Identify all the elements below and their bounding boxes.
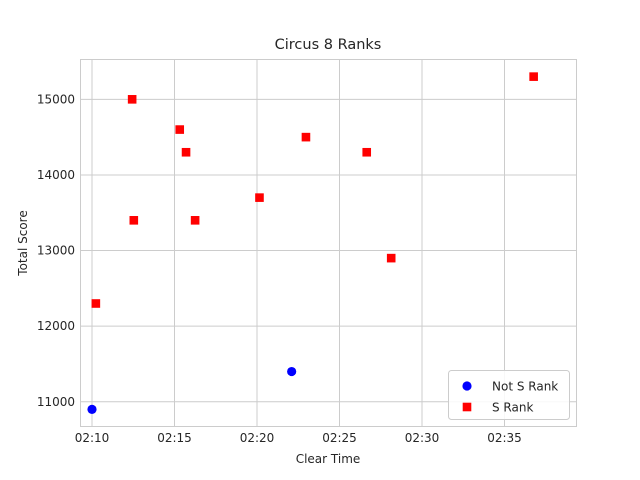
y-tick-label: 11000 xyxy=(37,395,75,409)
data-point-square xyxy=(181,147,191,157)
legend-marker-square xyxy=(462,402,472,412)
data-point-square xyxy=(255,193,264,202)
x-tick-label: 02:15 xyxy=(157,431,192,445)
x-tick-label: 02:35 xyxy=(487,431,522,445)
legend-marker-circle xyxy=(462,381,472,391)
data-point-circle xyxy=(287,366,297,377)
y-tick-label: 12000 xyxy=(37,319,75,333)
x-axis-label: Clear Time xyxy=(296,452,361,466)
x-tick-label: 02:10 xyxy=(75,431,110,445)
data-point-square xyxy=(175,125,185,134)
data-point-square xyxy=(529,72,538,81)
plot-area-frame xyxy=(80,59,577,427)
chart-title: Circus 8 Ranks xyxy=(275,37,382,53)
y-axis-label: Total Score xyxy=(16,210,30,276)
legend-label: Not S Rank xyxy=(492,380,558,394)
data-point-square xyxy=(129,216,139,225)
y-axis-ticks: 11000 12000 13000 14000 15000 xyxy=(37,92,75,408)
data-points xyxy=(87,72,538,414)
x-tick-label: 02:20 xyxy=(240,431,275,445)
data-point-square xyxy=(362,147,372,157)
legend: Not S Rank S Rank xyxy=(448,370,570,420)
y-tick-label: 15000 xyxy=(37,92,75,106)
data-point-square xyxy=(301,132,311,142)
data-point-square xyxy=(386,253,396,263)
legend-label: S Rank xyxy=(492,401,533,415)
data-point-circle xyxy=(87,404,97,414)
y-tick-label: 14000 xyxy=(37,168,75,182)
x-axis-ticks: 02:10 02:15 02:20 02:25 02:30 02:35 xyxy=(75,431,522,445)
x-tick-label: 02:25 xyxy=(322,431,357,445)
legend-box xyxy=(448,370,570,420)
data-point-square xyxy=(190,216,200,225)
data-point-square xyxy=(91,299,101,308)
data-point-square xyxy=(127,95,137,104)
legend-entries: Not S Rank S Rank xyxy=(462,380,558,415)
y-tick-label: 13000 xyxy=(37,244,75,258)
x-tick-label: 02:30 xyxy=(405,431,440,445)
grid xyxy=(81,60,576,426)
